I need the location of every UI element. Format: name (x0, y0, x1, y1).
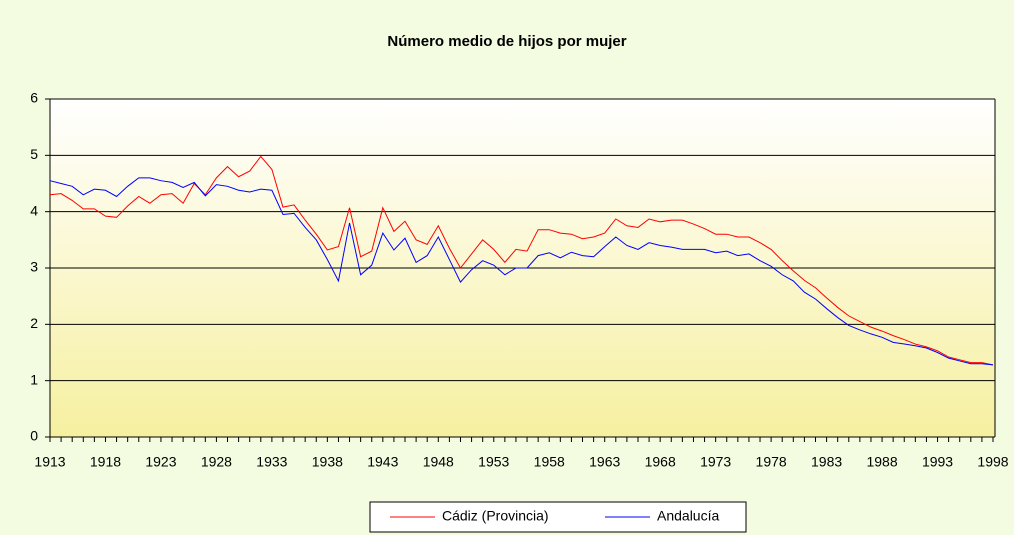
x-tick-label: 1928 (201, 454, 232, 470)
x-tick-label: 1948 (423, 454, 454, 470)
x-tick-label: 1953 (478, 454, 509, 470)
x-tick-label: 1923 (145, 454, 176, 470)
x-tick-label: 1983 (811, 454, 842, 470)
x-tick-label: 1933 (256, 454, 287, 470)
series-line (49, 177, 994, 366)
y-tick-label: 2 (30, 315, 38, 331)
x-tick-label: 1943 (367, 454, 398, 470)
chart-title: Número medio de hijos por mujer (387, 33, 626, 50)
series-line (49, 155, 994, 366)
y-tick-label: 5 (30, 146, 38, 162)
x-tick-label: 1938 (312, 454, 343, 470)
y-tick-label: 6 (30, 90, 38, 106)
x-tick-label: 1968 (645, 454, 676, 470)
x-tick-label: 1978 (756, 454, 787, 470)
y-tick-label: 4 (30, 202, 38, 218)
x-tick-label: 1958 (534, 454, 565, 470)
y-tick-label: 1 (30, 371, 38, 387)
x-tick-label: 1963 (589, 454, 620, 470)
x-tick-label: 1993 (922, 454, 953, 470)
x-tick-label: 1913 (34, 454, 65, 470)
y-tick-label: 0 (30, 428, 38, 444)
legend-label: Cádiz (Provincia) (442, 508, 549, 524)
x-tick-label: 1998 (977, 454, 1008, 470)
x-tick-label: 1988 (866, 454, 897, 470)
x-tick-label: 1918 (90, 454, 121, 470)
legend-label: Andalucía (657, 508, 719, 524)
y-tick-label: 3 (30, 259, 38, 275)
x-tick-label: 1973 (700, 454, 731, 470)
